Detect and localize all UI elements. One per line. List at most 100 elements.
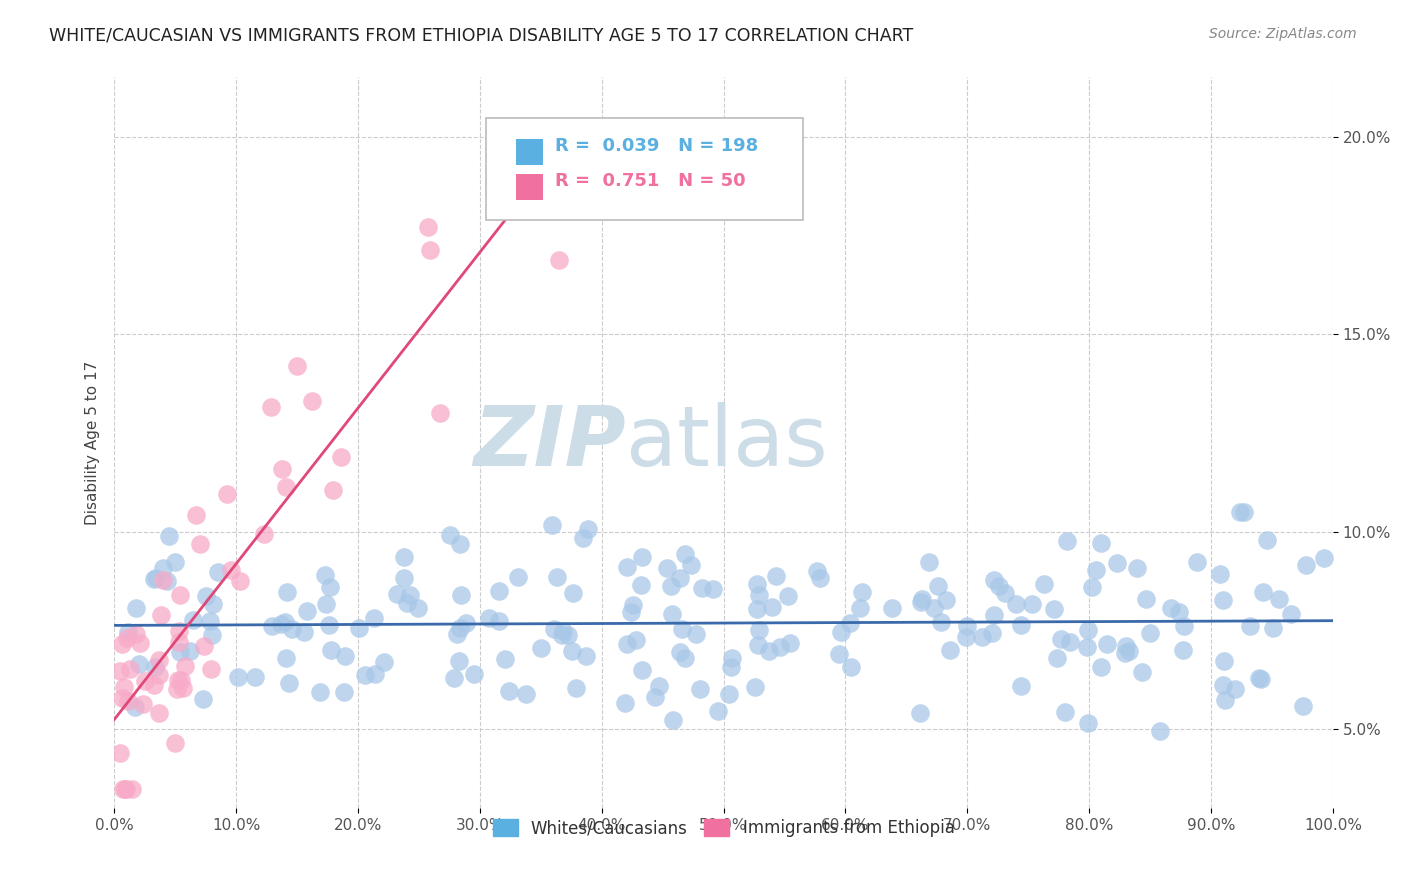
Point <box>671 622 693 636</box>
Point <box>165 736 187 750</box>
Point <box>183 614 205 628</box>
Point <box>494 651 516 665</box>
Point <box>839 616 862 631</box>
Point <box>1279 607 1302 621</box>
Point <box>980 626 1002 640</box>
Point <box>169 634 191 648</box>
Point <box>193 639 215 653</box>
Point <box>186 508 208 522</box>
Point <box>202 597 225 611</box>
Point <box>778 589 800 603</box>
Point <box>260 619 283 633</box>
Point <box>419 243 441 257</box>
Point <box>315 598 337 612</box>
Point <box>322 483 344 498</box>
Point <box>128 657 150 672</box>
Point <box>1251 584 1274 599</box>
Point <box>747 639 769 653</box>
Point <box>319 580 342 594</box>
Point <box>546 569 568 583</box>
Point <box>543 623 565 637</box>
Point <box>707 704 730 718</box>
Point <box>530 189 553 203</box>
Point <box>761 600 783 615</box>
Point <box>572 532 595 546</box>
Point <box>1212 654 1234 668</box>
Point <box>748 623 770 637</box>
Point <box>330 450 353 464</box>
Point <box>259 401 281 415</box>
Point <box>692 581 714 595</box>
Point <box>110 665 132 679</box>
Point <box>720 660 742 674</box>
Point <box>114 781 136 796</box>
Point <box>983 608 1005 623</box>
Point <box>918 555 941 569</box>
Point <box>1085 562 1108 576</box>
Point <box>1081 580 1104 594</box>
Point <box>1229 505 1251 519</box>
Point <box>1149 724 1171 739</box>
Point <box>1107 556 1129 570</box>
Point <box>620 605 643 619</box>
Point <box>1021 597 1043 611</box>
Point <box>988 579 1011 593</box>
Point <box>673 651 696 665</box>
Point <box>1249 671 1271 685</box>
Point <box>1173 619 1195 633</box>
Point <box>253 527 276 541</box>
Point <box>295 604 318 618</box>
Point <box>152 573 174 587</box>
Point <box>333 684 356 698</box>
Point <box>118 662 141 676</box>
Point <box>744 680 766 694</box>
Point <box>880 601 903 615</box>
Point <box>908 706 931 720</box>
Point <box>277 675 299 690</box>
Point <box>156 574 179 588</box>
Point <box>446 626 468 640</box>
Text: atlas: atlas <box>626 402 828 483</box>
Point <box>132 698 155 712</box>
Point <box>685 626 707 640</box>
Point <box>134 673 156 688</box>
Point <box>972 631 994 645</box>
Point <box>148 668 170 682</box>
Point <box>1313 551 1336 566</box>
Text: R =  0.039   N = 198: R = 0.039 N = 198 <box>555 137 759 155</box>
Point <box>1095 637 1118 651</box>
Point <box>394 550 416 565</box>
Point <box>955 630 977 644</box>
Point <box>655 561 678 575</box>
Point <box>648 680 671 694</box>
Point <box>927 579 949 593</box>
Point <box>1130 665 1153 679</box>
Point <box>165 555 187 569</box>
Point <box>561 644 583 658</box>
Point <box>219 563 242 577</box>
Point <box>115 781 138 796</box>
Point <box>364 666 387 681</box>
Point <box>1135 591 1157 606</box>
Point <box>1077 715 1099 730</box>
Point <box>449 621 471 635</box>
Point <box>613 696 636 710</box>
Point <box>488 614 510 628</box>
Point <box>129 636 152 650</box>
Point <box>194 589 217 603</box>
Point <box>1256 533 1278 547</box>
Point <box>1212 592 1234 607</box>
Point <box>274 480 297 494</box>
Point <box>226 670 249 684</box>
Point <box>347 621 370 635</box>
Point <box>1077 623 1099 637</box>
Point <box>179 644 201 658</box>
Point <box>488 583 510 598</box>
Point <box>318 617 340 632</box>
Point <box>166 673 188 687</box>
Point <box>1090 535 1112 549</box>
Point <box>319 643 342 657</box>
Point <box>1042 602 1064 616</box>
Point <box>443 671 465 685</box>
Point <box>530 640 553 655</box>
